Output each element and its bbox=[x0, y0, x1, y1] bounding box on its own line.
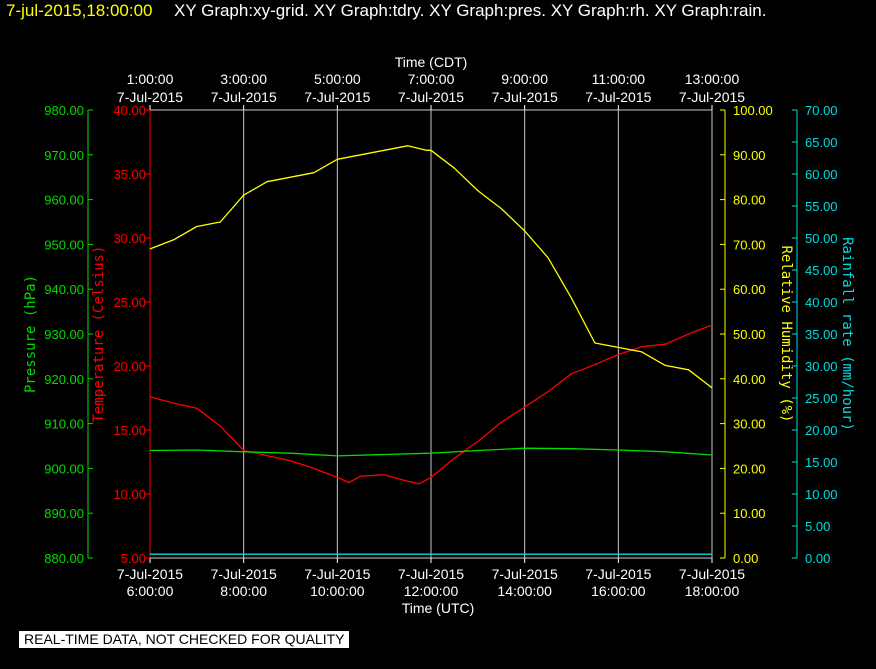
x-tick-label-top-time: 11:00:00 bbox=[592, 71, 646, 87]
x-tick-label-top-date: 7-Jul-2015 bbox=[304, 89, 370, 105]
x-tick-label-bottom-date: 7-Jul-2015 bbox=[679, 566, 745, 582]
temperature-tick-label: 25.00 bbox=[113, 295, 146, 310]
x-tick-label-bottom-time: 14:00:00 bbox=[497, 583, 552, 599]
x-tick-label-bottom-time: 12:00:00 bbox=[404, 583, 459, 599]
pressure-tick-label: 900.00 bbox=[44, 461, 84, 476]
header-graph-list: XY Graph:xy-grid. XY Graph:tdry. XY Grap… bbox=[174, 1, 767, 20]
humidity-tick-label: 80.00 bbox=[733, 193, 766, 208]
x-tick-label-top-date: 7-Jul-2015 bbox=[117, 89, 183, 105]
x-tick-label-bottom-date: 7-Jul-2015 bbox=[211, 566, 277, 582]
rain-axis-title: Rainfall rate (mm/hour) bbox=[839, 237, 855, 431]
rain-tick-label: 0.00 bbox=[805, 551, 830, 566]
pressure-tick-label: 970.00 bbox=[44, 148, 84, 163]
x-axis-title-bottom: Time (UTC) bbox=[402, 600, 475, 616]
x-tick-label-bottom-time: 16:00:00 bbox=[591, 583, 646, 599]
pressure-tick-label: 940.00 bbox=[44, 282, 84, 297]
temperature-tick-label: 20.00 bbox=[113, 359, 146, 374]
rain-tick-label: 50.00 bbox=[805, 231, 838, 246]
rain-tick-label: 25.00 bbox=[805, 391, 838, 406]
x-tick-label-bottom-date: 7-Jul-2015 bbox=[585, 566, 651, 582]
series-line-rh bbox=[149, 145, 713, 389]
x-tick-label-top-time: 7:00:00 bbox=[408, 71, 455, 87]
humidity-tick-label: 60.00 bbox=[733, 282, 766, 297]
rain-tick-label: 60.00 bbox=[805, 167, 838, 182]
x-tick-label-bottom-time: 18:00:00 bbox=[685, 583, 740, 599]
temperature-tick-label: 15.00 bbox=[113, 423, 146, 438]
pressure-tick-label: 890.00 bbox=[44, 506, 84, 521]
x-tick-label-top-time: 13:00:00 bbox=[685, 71, 740, 87]
x-tick-label-top-time: 5:00:00 bbox=[314, 71, 361, 87]
rain-tick-label: 55.00 bbox=[805, 199, 838, 214]
x-axis-title-top: Time (CDT) bbox=[395, 54, 468, 70]
rain-tick-label: 70.00 bbox=[805, 103, 838, 118]
x-tick-label-top-date: 7-Jul-2015 bbox=[211, 89, 277, 105]
humidity-tick-label: 90.00 bbox=[733, 148, 766, 163]
temperature-tick-label: 35.00 bbox=[113, 167, 146, 182]
rain-tick-label: 30.00 bbox=[805, 359, 838, 374]
humidity-tick-label: 40.00 bbox=[733, 372, 766, 387]
x-tick-label-top-date: 7-Jul-2015 bbox=[679, 89, 745, 105]
rain-tick-label: 15.00 bbox=[805, 455, 838, 470]
header-time: 7-jul-2015,18:00:00 bbox=[6, 1, 153, 20]
x-tick-label-bottom-date: 7-Jul-2015 bbox=[492, 566, 558, 582]
x-tick-label-top-date: 7-Jul-2015 bbox=[492, 89, 558, 105]
pressure-tick-label: 960.00 bbox=[44, 193, 84, 208]
quality-note: REAL-TIME DATA, NOT CHECKED FOR QUALITY bbox=[19, 631, 350, 648]
rain-tick-label: 40.00 bbox=[805, 295, 838, 310]
humidity-tick-label: 10.00 bbox=[733, 506, 766, 521]
pressure-tick-label: 950.00 bbox=[44, 237, 84, 252]
temperature-axis-title: Temperature (Celsius) bbox=[91, 245, 107, 422]
series-line-pres bbox=[149, 447, 713, 457]
rain-tick-label: 10.00 bbox=[805, 487, 838, 502]
humidity-tick-label: 70.00 bbox=[733, 237, 766, 252]
rain-tick-label: 35.00 bbox=[805, 327, 838, 342]
humidity-tick-label: 20.00 bbox=[733, 461, 766, 476]
pressure-tick-label: 880.00 bbox=[44, 551, 84, 566]
rain-tick-label: 20.00 bbox=[805, 423, 838, 438]
x-tick-label-bottom-time: 8:00:00 bbox=[220, 583, 267, 599]
temperature-tick-label: 40.00 bbox=[113, 103, 146, 118]
humidity-tick-label: 50.00 bbox=[733, 327, 766, 342]
x-tick-label-top-date: 7-Jul-2015 bbox=[398, 89, 464, 105]
x-tick-label-bottom-date: 7-Jul-2015 bbox=[304, 566, 370, 582]
x-tick-label-top-date: 7-Jul-2015 bbox=[585, 89, 651, 105]
temperature-tick-label: 5.00 bbox=[121, 551, 146, 566]
humidity-tick-label: 30.00 bbox=[733, 417, 766, 432]
pressure-tick-label: 910.00 bbox=[44, 417, 84, 432]
pressure-tick-label: 980.00 bbox=[44, 103, 84, 118]
x-tick-label-top-time: 1:00:00 bbox=[127, 71, 174, 87]
temperature-tick-label: 10.00 bbox=[113, 487, 146, 502]
humidity-tick-label: 100.00 bbox=[733, 103, 773, 118]
humidity-tick-label: 0.00 bbox=[733, 551, 758, 566]
x-tick-label-top-time: 3:00:00 bbox=[220, 71, 267, 87]
x-tick-label-top-time: 9:00:00 bbox=[501, 71, 548, 87]
pressure-tick-label: 930.00 bbox=[44, 327, 84, 342]
temperature-tick-label: 30.00 bbox=[113, 231, 146, 246]
x-tick-label-bottom-time: 10:00:00 bbox=[310, 583, 365, 599]
pressure-axis-title: Pressure (hPa) bbox=[23, 275, 39, 393]
rain-tick-label: 45.00 bbox=[805, 263, 838, 278]
pressure-tick-label: 920.00 bbox=[44, 372, 84, 387]
humidity-axis-title: Relative Humidity (%) bbox=[778, 245, 794, 422]
rain-tick-label: 65.00 bbox=[805, 135, 838, 150]
rain-tick-label: 5.00 bbox=[805, 519, 830, 534]
x-tick-label-bottom-date: 7-Jul-2015 bbox=[398, 566, 464, 582]
x-tick-label-bottom-time: 6:00:00 bbox=[127, 583, 174, 599]
x-tick-label-bottom-date: 7-Jul-2015 bbox=[117, 566, 183, 582]
